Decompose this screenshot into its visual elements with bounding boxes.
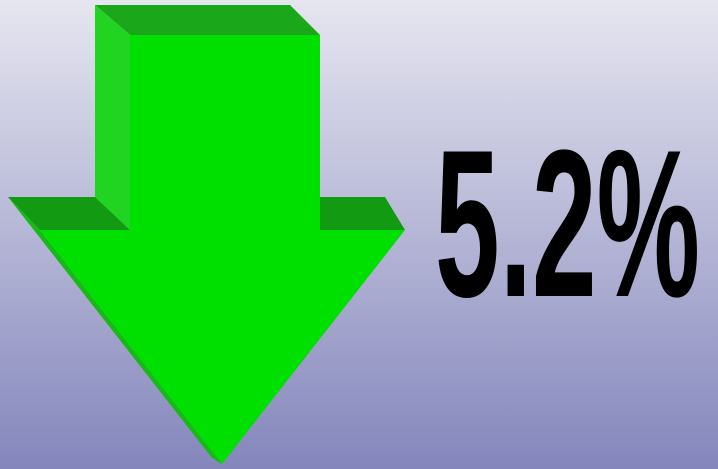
percent-label: 5.2%	[435, 106, 700, 341]
arrow-top-face	[95, 5, 320, 35]
down-arrow	[8, 5, 405, 464]
arrow-left-ledge	[8, 197, 130, 230]
arrow-shaft-side	[95, 5, 130, 230]
arrow-head-side	[8, 197, 222, 464]
arrow-front-face	[40, 35, 405, 464]
arrow-right-ledge	[320, 197, 405, 230]
